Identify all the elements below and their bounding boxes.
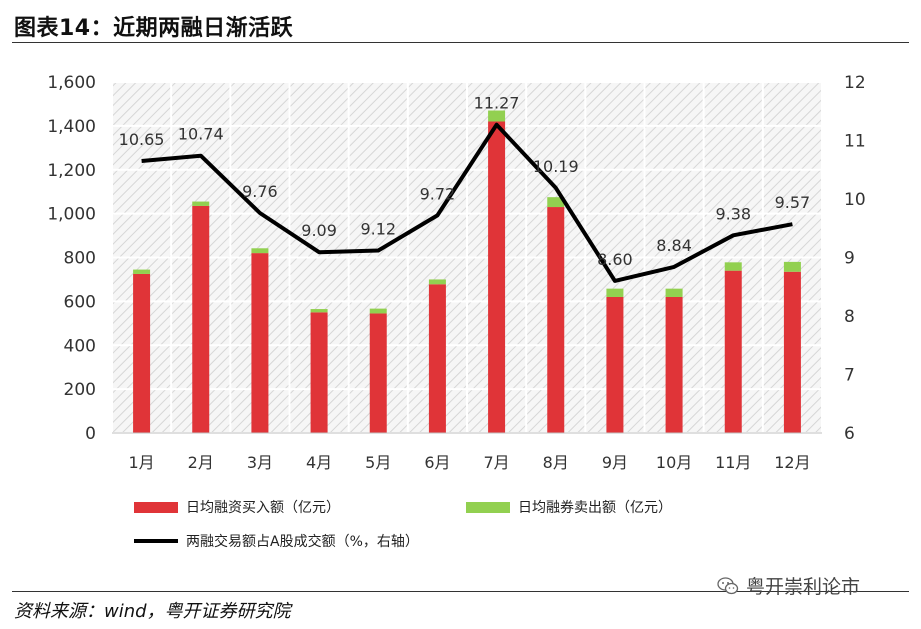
data-label: 9.72 (420, 184, 456, 203)
bar-buy (310, 312, 328, 433)
page-title: 图表14：近期两融日渐活跃 (14, 16, 294, 41)
data-label: 10.74 (178, 125, 224, 144)
bar-sell (665, 288, 683, 297)
bar-buy (133, 273, 151, 433)
data-label: 9.38 (715, 204, 751, 223)
data-label: 9.12 (360, 219, 396, 238)
data-label: 10.19 (533, 157, 579, 176)
x-tick-label: 9月 (602, 453, 628, 472)
legend-label-ratio: 两融交易额占A股成交额（%，右轴） (186, 534, 419, 550)
legend-item-sell: 日均融券卖出额（亿元） (466, 497, 672, 517)
watermark-text: 粤开崇利论市 (746, 576, 861, 598)
y-left-tick-label: 1,200 (47, 161, 96, 181)
series-line-ratio (141, 122, 793, 283)
y-left-tick-label: 600 (64, 292, 96, 312)
y-left-tick-label: 1,000 (47, 205, 96, 225)
x-tick-label: 8月 (543, 453, 569, 472)
data-label: 9.76 (242, 182, 278, 201)
bar-sell (783, 261, 801, 272)
legend-swatch-ratio (134, 539, 178, 543)
bar-sell (428, 279, 446, 285)
source-note: 资料来源：wind，粤开证券研究院 (14, 601, 291, 622)
wechat-icon (717, 576, 739, 594)
bar-buy (369, 313, 387, 433)
x-tick-label: 2月 (188, 453, 214, 472)
x-tick-label: 4月 (306, 453, 332, 472)
y-right-tick-label: 9 (844, 249, 855, 269)
x-tick-label: 10月 (656, 453, 692, 472)
bar-buy (488, 121, 506, 434)
bar-buy (251, 253, 269, 433)
legend-label-sell: 日均融券卖出额（亿元） (518, 500, 672, 516)
legend-swatch-sell (466, 501, 510, 513)
y-left-tick-label: 200 (64, 380, 96, 400)
y-right-tick-label: 10 (844, 190, 866, 210)
bar-sell (724, 262, 742, 271)
bar-sell (488, 110, 506, 122)
y-right-tick-label: 12 (844, 73, 866, 93)
legend-swatch-buy (134, 501, 178, 513)
bar-sell (547, 197, 565, 208)
data-label: 8.60 (597, 250, 633, 269)
bar-buy (606, 296, 624, 433)
y-right-tick-label: 6 (844, 424, 855, 444)
bar-sell (310, 309, 328, 313)
bar-buy (547, 207, 565, 433)
x-tick-label: 7月 (483, 453, 509, 472)
y-left-tick-label: 0 (85, 424, 96, 444)
chart-plot: 10.65 10.74 9.76 9.09 9.12 9.72 11.27 10.19 8.60… (47, 73, 866, 472)
title-divider (12, 42, 909, 43)
y-left-tick-label: 1,400 (47, 117, 96, 137)
bar-buy (783, 271, 801, 433)
bar-buy (724, 270, 742, 433)
bar-sell (369, 308, 387, 314)
x-tick-label: 5月 (365, 453, 391, 472)
x-tick-label: 11月 (715, 453, 751, 472)
y-right-tick-label: 11 (844, 132, 866, 152)
data-label: 9.57 (775, 193, 811, 212)
y-right-tick-label: 7 (844, 366, 855, 386)
bar-buy (428, 284, 446, 433)
bar-sell (606, 288, 624, 297)
watermark: 粤开崇利论市 (716, 572, 860, 599)
footer-divider (12, 591, 909, 592)
data-label: 8.84 (656, 236, 692, 255)
x-tick-label: 1月 (128, 453, 154, 472)
x-tick-label: 3月 (247, 453, 273, 472)
data-label: 10.65 (119, 130, 165, 149)
legend-item-ratio: 两融交易额占A股成交额（%，右轴） (134, 531, 419, 551)
bar-sell (251, 248, 269, 254)
y-left-tick-label: 800 (64, 249, 96, 269)
x-tick-label: 12月 (774, 453, 810, 472)
y-left-tick-label: 1,600 (47, 73, 96, 93)
legend-label-buy: 日均融资买入额（亿元） (186, 500, 340, 516)
y-left-tick-label: 400 (64, 336, 96, 356)
bar-sell (192, 201, 210, 206)
data-label: 11.27 (474, 94, 520, 113)
bar-buy (192, 205, 210, 433)
data-label: 9.09 (301, 221, 337, 240)
bar-buy (665, 296, 683, 433)
bar-sell (133, 269, 151, 274)
y-right-tick-label: 8 (844, 307, 855, 327)
x-tick-label: 6月 (424, 453, 450, 472)
legend-item-buy: 日均融资买入额（亿元） (134, 497, 340, 517)
